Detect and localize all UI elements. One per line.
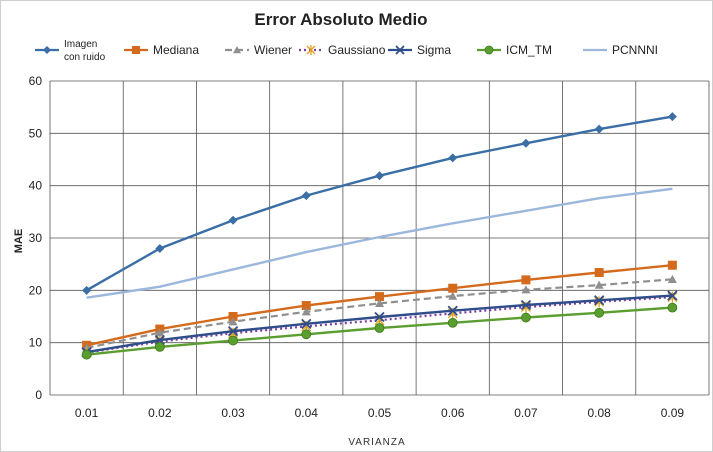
series-5 xyxy=(81,302,678,360)
data-point xyxy=(667,290,678,301)
data-point xyxy=(301,301,311,311)
data-point xyxy=(228,335,238,346)
y-tick-label: 50 xyxy=(29,126,43,140)
data-point xyxy=(448,291,458,300)
legend-label: Mediana xyxy=(153,43,199,57)
y-tick-label: 20 xyxy=(29,283,43,297)
data-point xyxy=(374,323,385,333)
legend-marker xyxy=(132,46,140,54)
legend-marker xyxy=(43,46,51,54)
x-tick-label: 0.05 xyxy=(368,406,392,420)
data-point xyxy=(520,299,532,311)
data-point xyxy=(594,295,605,306)
series-line xyxy=(86,115,673,292)
data-point xyxy=(521,312,531,323)
data-point xyxy=(155,243,165,253)
legend-label: Gaussiano xyxy=(328,43,386,57)
x-tick-label: 0.01 xyxy=(75,406,99,420)
x-tick-label: 0.07 xyxy=(514,406,538,420)
data-point xyxy=(667,291,678,303)
y-axis-label: MAE xyxy=(13,229,25,253)
data-point xyxy=(667,302,678,313)
data-point xyxy=(228,317,238,326)
data-point xyxy=(301,329,312,340)
data-point xyxy=(447,305,458,316)
data-point xyxy=(594,280,604,289)
legend-item-0: Imagen con ruido xyxy=(35,39,106,63)
series-4 xyxy=(81,290,678,358)
series-6 xyxy=(86,187,673,299)
data-point xyxy=(594,268,604,278)
data-point xyxy=(448,283,458,293)
data-point xyxy=(521,275,531,285)
data-point xyxy=(82,285,92,295)
legend-item-2: Wiener xyxy=(225,43,292,57)
series-line xyxy=(86,278,673,349)
data-point xyxy=(154,341,165,352)
legend-item-6: PCNNNI xyxy=(583,43,658,57)
data-point xyxy=(448,153,458,163)
y-tick-label: 10 xyxy=(29,336,43,350)
legend-label: Wiener xyxy=(254,43,292,57)
y-tick-label: 40 xyxy=(29,179,43,193)
chart-title: Error Absoluto Medio xyxy=(254,10,427,29)
data-point xyxy=(301,318,312,329)
y-tick-label: 60 xyxy=(29,74,43,88)
x-tick-label: 0.04 xyxy=(295,406,319,420)
x-axis-label: VARIANZA xyxy=(348,437,405,448)
legend-marker xyxy=(233,46,241,54)
legend-label: Imagen con ruido xyxy=(64,39,106,63)
axes: 0 10 20 30 40 50 60 0.01 0.02 0.03 0.04 0.05 0.06 0.0… xyxy=(29,74,685,420)
data-point xyxy=(521,285,531,294)
legend-item-1: Mediana xyxy=(124,43,199,57)
data-point xyxy=(228,215,238,225)
x-tick-label: 0.08 xyxy=(587,406,611,420)
series-0 xyxy=(82,112,677,295)
data-point xyxy=(667,260,677,270)
data-point xyxy=(521,138,531,148)
series-line xyxy=(86,296,673,354)
data-point xyxy=(594,307,605,318)
legend-label: ICM_TM xyxy=(506,43,552,57)
legend-label: PCNNNI xyxy=(612,43,658,57)
legend-label: Sigma xyxy=(417,43,451,57)
series-line xyxy=(86,187,673,299)
x-tick-label: 0.09 xyxy=(661,406,685,420)
data-point xyxy=(228,312,238,321)
grid xyxy=(49,80,710,396)
data-point xyxy=(375,298,384,308)
data-point xyxy=(227,326,239,337)
legend: Imagen con ruido Mediana Wiener Gaussiano Sig… xyxy=(35,39,658,63)
x-tick-label: 0.02 xyxy=(148,406,172,420)
legend-marker xyxy=(484,45,494,55)
data-point xyxy=(155,328,165,337)
legend-item-3: Gaussiano xyxy=(299,43,386,57)
legend-marker xyxy=(395,45,405,55)
data-point xyxy=(375,171,384,181)
series-2 xyxy=(82,274,677,352)
legend-marker xyxy=(306,45,316,55)
legend-item-4: Sigma xyxy=(388,43,451,57)
data-point xyxy=(301,191,311,201)
data-point xyxy=(667,112,677,122)
data-point xyxy=(375,292,384,302)
series-group xyxy=(81,112,678,360)
data-point xyxy=(301,307,311,316)
data-point xyxy=(594,296,605,308)
x-tick-label: 0.06 xyxy=(441,406,465,420)
data-point xyxy=(447,317,458,328)
y-tick-label: 30 xyxy=(29,231,43,245)
y-tick-label: 0 xyxy=(35,388,42,402)
data-point xyxy=(594,124,604,134)
data-point xyxy=(81,349,92,360)
data-point xyxy=(667,274,677,283)
legend-item-5: ICM_TM xyxy=(477,43,552,57)
data-point xyxy=(374,311,385,323)
x-tick-label: 0.03 xyxy=(221,406,245,420)
